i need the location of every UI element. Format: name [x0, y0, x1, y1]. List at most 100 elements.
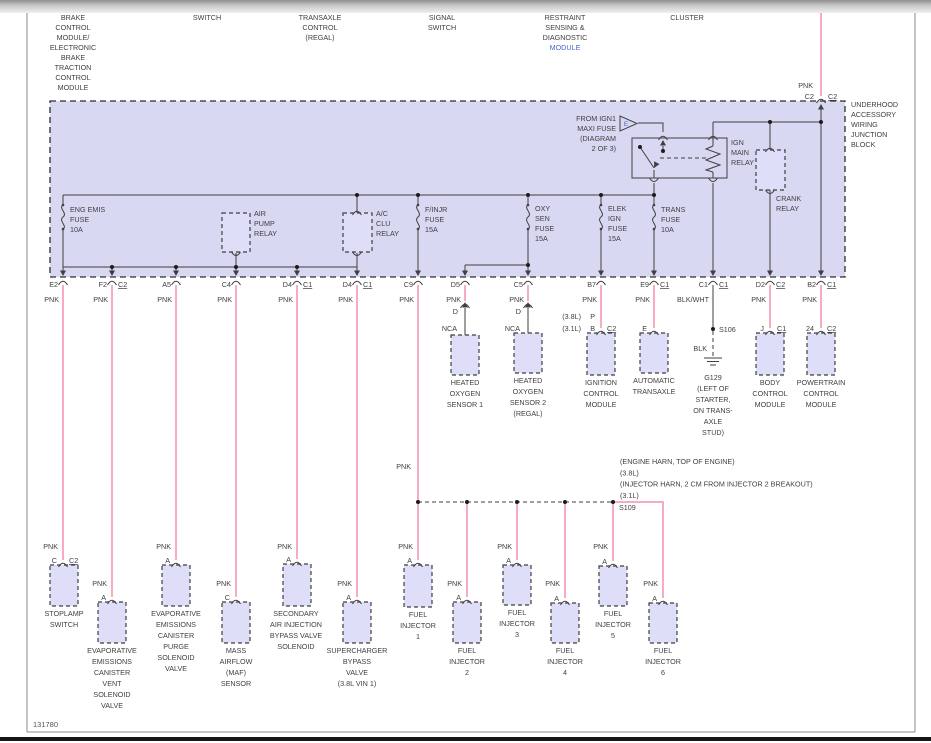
conn-c1-b2[interactable]: C1	[827, 280, 836, 289]
svg-text:PNK: PNK	[277, 542, 292, 551]
wire-color: PNK	[593, 542, 608, 551]
wire-color: PNK	[635, 295, 650, 304]
svg-text:CLU: CLU	[376, 219, 390, 228]
automatic-transaxle-box	[639, 332, 669, 374]
svg-text:RELAY: RELAY	[376, 229, 399, 238]
svg-text:C9: C9	[404, 280, 413, 289]
ignition-control-module-box	[586, 332, 616, 376]
svg-text:CONTROL: CONTROL	[55, 23, 90, 32]
pin-b2: B2	[807, 280, 816, 289]
svg-text:A/C: A/C	[376, 209, 388, 218]
svg-text:NCA: NCA	[505, 324, 520, 333]
svg-text:PNK: PNK	[635, 295, 650, 304]
svg-text:BLK: BLK	[693, 344, 707, 353]
svg-text:(MAF): (MAF)	[226, 668, 246, 677]
supercharger-bypass-box	[342, 601, 372, 644]
stoplamp-switch-box	[49, 564, 79, 607]
svg-text:10A: 10A	[661, 225, 674, 234]
svg-text:FROM IGN1: FROM IGN1	[576, 114, 616, 123]
top-conn-link[interactable]: C2	[828, 92, 837, 101]
svg-text:2: 2	[465, 668, 469, 677]
conn-c2-icm[interactable]: C2	[607, 324, 616, 333]
svg-text:5: 5	[611, 631, 615, 640]
icm-pin-p: P	[590, 312, 595, 321]
conn-c2-pcm[interactable]: C2	[827, 324, 836, 333]
svg-text:PNK: PNK	[396, 462, 411, 471]
svg-text:CONTROL: CONTROL	[302, 23, 337, 32]
conn-c2-f2[interactable]: C2	[118, 280, 127, 289]
window-chrome-bar	[0, 0, 931, 13]
svg-text:D2: D2	[756, 280, 765, 289]
svg-text:PNK: PNK	[798, 81, 813, 90]
svg-text:15A: 15A	[425, 225, 438, 234]
conn-c2-stoplamp[interactable]: C2	[69, 556, 78, 565]
fuel-injector-1-label: FUEL INJECTOR 1	[400, 610, 436, 641]
svg-text:C1: C1	[303, 280, 312, 289]
ac-clutch-relay-box	[342, 212, 373, 253]
splice-s109-label: S109	[619, 503, 636, 512]
wire-color: PNK	[216, 579, 231, 588]
svg-text:VALVE: VALVE	[101, 701, 123, 710]
fuel-injector-5-label: FUEL INJECTOR 5	[595, 609, 631, 640]
svg-text:C1: C1	[827, 280, 836, 289]
svg-text:(DIAGRAM: (DIAGRAM	[580, 134, 616, 143]
conn-c1-bcm[interactable]: C1	[777, 324, 786, 333]
svg-text:TRANSAXLE: TRANSAXLE	[299, 13, 342, 22]
svg-text:A: A	[407, 556, 412, 565]
wire-color: PNK	[497, 542, 512, 551]
wire-color: PNK	[545, 579, 560, 588]
wire-color: PNK	[398, 542, 413, 551]
svg-text:A5: A5	[162, 280, 171, 289]
heated-o2-2-label: HEATED OXYGEN SENSOR 2 (REGAL)	[510, 376, 546, 418]
svg-text:FUSE: FUSE	[70, 215, 89, 224]
svg-text:BYPASS VALVE: BYPASS VALVE	[270, 631, 323, 640]
svg-text:AIR: AIR	[254, 209, 266, 218]
pin-b7: B7	[587, 280, 596, 289]
svg-text:FUEL: FUEL	[556, 646, 574, 655]
secondary-air-label: SECONDARY AIR INJECTION BYPASS VALVE SOLENO…	[270, 609, 323, 651]
svg-text:RELAY: RELAY	[776, 204, 799, 213]
top-pin: C2	[805, 92, 814, 101]
svg-text:EMISSIONS: EMISSIONS	[92, 657, 132, 666]
svg-text:J: J	[760, 324, 764, 333]
conn-c2-d2[interactable]: C2	[776, 280, 785, 289]
d-ref: D	[516, 307, 521, 316]
pin-letter: A	[286, 555, 291, 564]
svg-text:FUEL: FUEL	[604, 609, 622, 618]
pin-letter: A	[101, 593, 106, 602]
svg-text:2 OF 3): 2 OF 3)	[592, 144, 616, 153]
svg-text:PNK: PNK	[43, 542, 58, 551]
svg-text:EMISSIONS: EMISSIONS	[156, 620, 196, 629]
svg-text:15A: 15A	[608, 234, 621, 243]
wire-color: PNK	[509, 295, 524, 304]
pin-a5: A5	[162, 280, 171, 289]
svg-text:BODY: BODY	[760, 378, 781, 387]
pin-letter: A	[652, 594, 657, 603]
wire-color: PNK	[93, 295, 108, 304]
top-link-module[interactable]: MODULE	[550, 43, 581, 52]
top-label-switch: SWITCH	[193, 13, 221, 22]
icm-pin-b: B	[590, 324, 595, 333]
pin-number: 24	[806, 324, 814, 333]
svg-text:SIGNAL: SIGNAL	[429, 13, 455, 22]
conn-c1-d4b[interactable]: C1	[363, 280, 372, 289]
svg-text:(3.1L): (3.1L)	[562, 324, 581, 333]
svg-text:RELAY: RELAY	[731, 158, 754, 167]
labels-layer: BRAKECONTROLMODULE/ELECTRONICBRAKETRACTI…	[43, 13, 898, 710]
pin-d4b: D4	[343, 280, 352, 289]
pin-e2: E2	[49, 280, 58, 289]
svg-text:E: E	[624, 121, 629, 128]
svg-text:MODULE: MODULE	[58, 83, 89, 92]
conn-c1-c1[interactable]: C1	[719, 280, 728, 289]
svg-text:C1: C1	[363, 280, 372, 289]
wire-color: PNK	[802, 295, 817, 304]
evap-purge-solenoid-box	[161, 564, 191, 607]
pin-letter: C	[225, 593, 230, 602]
svg-text:BLOCK: BLOCK	[851, 140, 876, 149]
svg-text:IGN: IGN	[731, 138, 744, 147]
conn-c1-e9[interactable]: C1	[660, 280, 669, 289]
conn-c1-d4a[interactable]: C1	[303, 280, 312, 289]
